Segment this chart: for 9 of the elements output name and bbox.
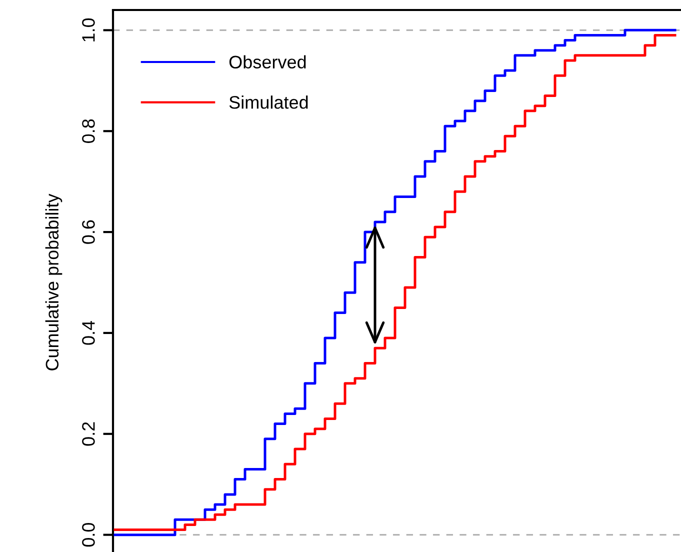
y-tick-label: 0.4 [82,320,95,345]
y-tick-label: 0.6 [82,220,95,244]
y-tick-label: 0.0 [82,522,95,547]
y-tick-label: 0.2 [82,422,95,446]
y-tick-label: 0.8 [82,119,95,143]
y-axis-title: Cumulative probability [45,194,62,370]
y-tick-label: 1.0 [82,18,95,42]
legend-label: Observed [229,55,306,68]
legend-label: Simulated [229,96,308,109]
